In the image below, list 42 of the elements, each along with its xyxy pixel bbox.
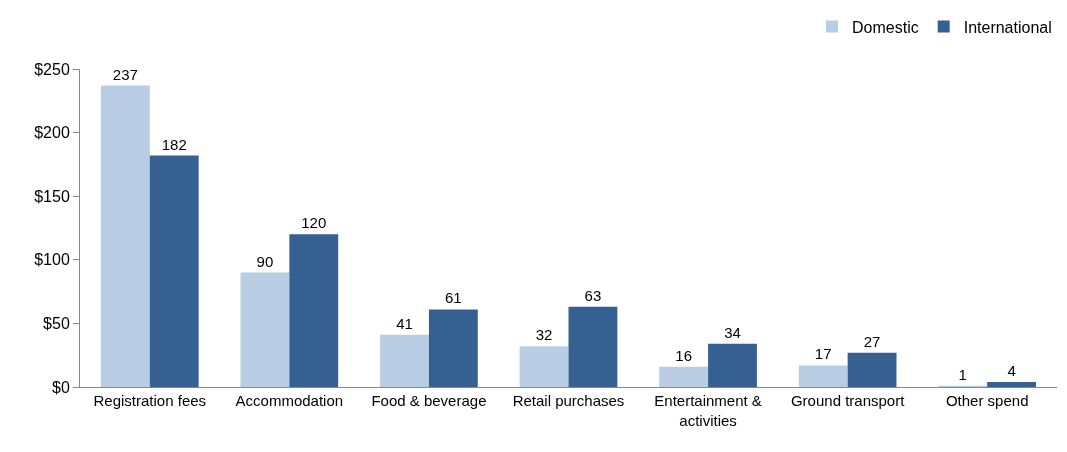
x-tick-label: Food & beverage — [371, 392, 487, 409]
bar — [289, 234, 339, 387]
bar — [659, 366, 709, 387]
data-label: 27 — [863, 332, 881, 350]
y-tick-label: $250 — [34, 60, 70, 78]
bar — [149, 155, 199, 387]
bar — [798, 365, 848, 387]
x-tick-label: Retail purchases — [512, 392, 625, 409]
x-tick-label: Ground transport — [790, 392, 906, 409]
y-tick-label: $0 — [52, 378, 70, 396]
y-tick-label: $50 — [43, 315, 70, 332]
data-label: 16 — [675, 346, 692, 364]
bar — [428, 309, 478, 387]
data-label: 237 — [112, 65, 138, 83]
bar — [519, 346, 569, 387]
bar — [847, 352, 897, 387]
legend-label: Domestic — [852, 18, 919, 36]
data-label: 182 — [161, 135, 187, 153]
bar — [987, 381, 1037, 387]
x-tick-label: Entertainment & activities — [654, 392, 762, 429]
data-label: 63 — [584, 286, 602, 304]
x-tick-label: Accommodation — [235, 392, 344, 409]
bar — [708, 343, 757, 387]
legend-label: International — [963, 18, 1052, 36]
y-tick-label: $100 — [34, 251, 70, 269]
y-tick-label: $150 — [34, 187, 70, 205]
x-tick-label: Other spend — [945, 392, 1029, 409]
bar — [240, 272, 290, 387]
y-tick-label: $200 — [34, 124, 70, 142]
data-label: 61 — [445, 289, 462, 307]
bar — [100, 85, 150, 387]
data-label: 17 — [814, 345, 832, 363]
data-label: 120 — [301, 214, 327, 232]
data-label: 90 — [256, 252, 274, 270]
data-label: 41 — [396, 314, 413, 332]
data-label: 34 — [724, 323, 741, 341]
data-label: 1 — [958, 365, 967, 383]
bar — [568, 306, 618, 387]
data-label: 4 — [1007, 361, 1016, 379]
bar — [380, 334, 429, 387]
x-tick-label: Registration fees — [93, 392, 207, 409]
data-label: 32 — [535, 326, 553, 344]
